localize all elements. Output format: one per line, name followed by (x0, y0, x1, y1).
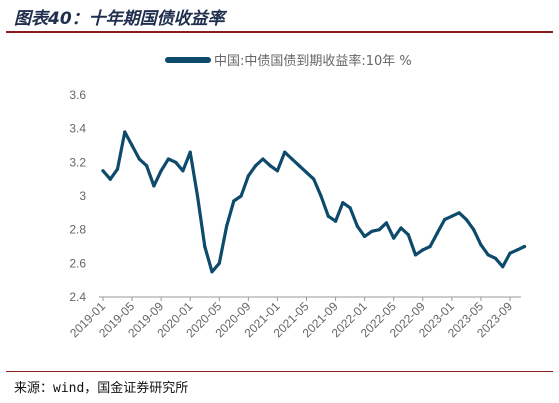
y-tick-label: 2.4 (69, 290, 86, 304)
data-point (195, 194, 200, 198)
y-tick-label: 3.4 (69, 122, 86, 136)
data-point (326, 214, 330, 218)
data-point (334, 219, 338, 223)
x-axis: 2019-012019-052019-092020-012020-052020-… (67, 296, 521, 340)
title-rule (6, 31, 553, 33)
series-line (101, 130, 527, 274)
data-point (261, 157, 265, 161)
data-point (464, 218, 468, 222)
data-point (246, 174, 250, 178)
series-layer (101, 130, 527, 274)
data-point (435, 231, 439, 235)
source-rule (6, 371, 553, 372)
source-note: 来源：wind，国金证券研究所 (14, 381, 189, 396)
data-point (399, 226, 403, 230)
data-point (406, 233, 410, 237)
data-point (297, 164, 301, 168)
data-point (232, 199, 236, 203)
data-point (123, 130, 127, 134)
data-point (174, 160, 178, 164)
data-point (486, 253, 490, 257)
y-tick-label: 3 (79, 189, 86, 203)
chart-area: 中国:中债国债到期收益率:10年 % 3.6 3.4 3.2 3 2.8 2.6 2.4 2… (0, 34, 559, 370)
data-point (348, 206, 352, 210)
data-point (392, 236, 396, 240)
data-point (457, 211, 461, 215)
legend: 中国:中债国债到期收益率:10年 % (165, 53, 412, 69)
data-point (108, 177, 112, 181)
y-axis: 3.6 3.4 3.2 3 2.8 2.6 2.4 (69, 88, 86, 304)
y-tick-label: 2.8 (69, 223, 86, 237)
data-point (188, 150, 192, 154)
data-point (522, 244, 527, 249)
data-point (508, 251, 512, 255)
data-point (239, 194, 243, 198)
data-point (421, 248, 425, 252)
data-point (217, 261, 221, 265)
data-point (115, 167, 120, 171)
data-point (210, 270, 214, 274)
data-point (181, 169, 185, 173)
data-point (413, 253, 418, 257)
data-point (166, 157, 170, 161)
data-point (501, 265, 505, 269)
data-point (355, 224, 359, 228)
data-point (290, 157, 294, 161)
data-point (319, 194, 323, 198)
data-point (370, 229, 374, 233)
data-point (145, 164, 149, 168)
y-tick-label: 3.6 (69, 88, 86, 102)
data-point (304, 170, 309, 174)
data-point (159, 169, 163, 173)
data-point (428, 244, 432, 249)
data-point (443, 218, 447, 222)
legend-label: 中国:中债国债到期收益率:10年 % (214, 53, 412, 69)
line-chart: 中国:中债国债到期收益率:10年 % 3.6 3.4 3.2 3 2.8 2.6 2.4 2… (67, 53, 527, 340)
data-point (384, 221, 388, 225)
data-point (203, 244, 207, 249)
data-point (312, 177, 316, 181)
y-tick-label: 2.6 (69, 256, 86, 270)
data-point (515, 248, 519, 252)
data-point (479, 243, 483, 247)
data-point (101, 169, 105, 173)
data-point (363, 234, 367, 238)
data-point (493, 256, 498, 260)
data-point (275, 169, 279, 173)
data-point (450, 214, 454, 218)
data-point (341, 201, 345, 205)
y-tick-label: 3.2 (69, 155, 86, 169)
data-point (472, 228, 476, 232)
data-point (377, 228, 381, 232)
data-point (130, 143, 134, 148)
data-point (137, 157, 141, 161)
figure-title: 图表40：十年期国债收益率 (14, 9, 225, 29)
data-point (254, 164, 258, 168)
data-point (268, 164, 272, 168)
data-point (283, 150, 287, 154)
data-point (225, 224, 229, 228)
data-point (152, 184, 156, 188)
